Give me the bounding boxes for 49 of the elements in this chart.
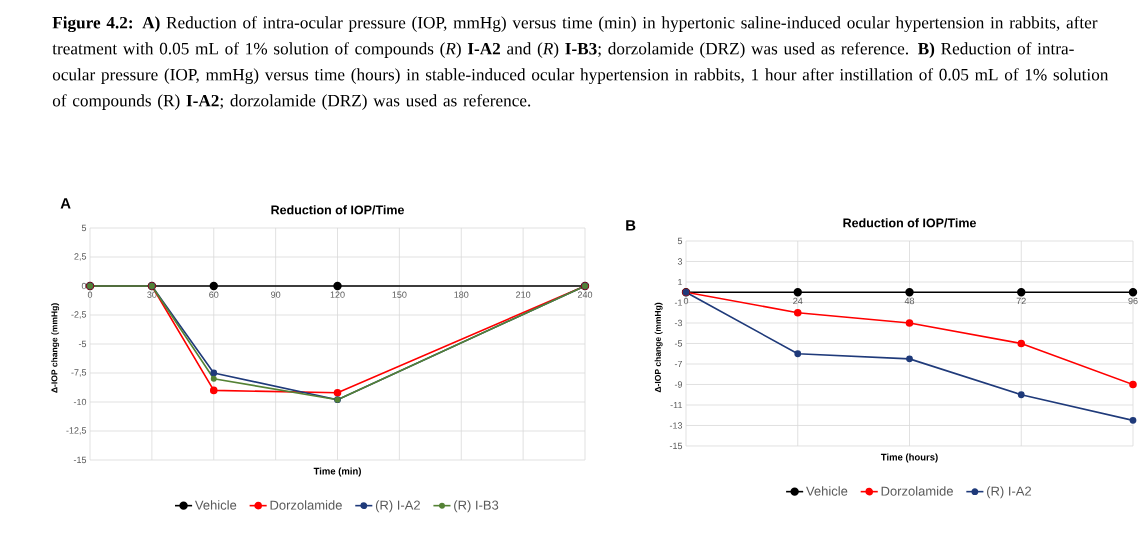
x-tick-label: 120 bbox=[330, 291, 345, 298]
x-tick-label: 48 bbox=[904, 297, 915, 305]
chart-title: Reduction of IOP/Time bbox=[271, 205, 404, 215]
y-axis-title: Δ-IOP change (mmHg) bbox=[51, 303, 60, 393]
legend-label: (R) I-B3 bbox=[454, 500, 499, 513]
x-tick-label: 210 bbox=[516, 291, 531, 298]
y-axis-title: Δ-IOP change (mmHg) bbox=[654, 302, 663, 393]
y-tick-label: -15 bbox=[669, 442, 683, 450]
y-tick-label: 2,5 bbox=[74, 253, 87, 261]
y-tick-label: -2,5 bbox=[71, 311, 87, 319]
x-tick-label: 90 bbox=[271, 291, 281, 298]
y-tick-label: 3 bbox=[677, 258, 683, 265]
legend-label: (R) I-A2 bbox=[987, 486, 1032, 499]
y-tick-label: -3 bbox=[674, 319, 683, 327]
y-tick-label: -9 bbox=[674, 381, 683, 388]
x-tick-label: 150 bbox=[392, 291, 407, 298]
legend-label: Dorzolamide bbox=[270, 500, 342, 510]
y-tick-label: -10 bbox=[73, 398, 87, 406]
y-tick-label: -11 bbox=[670, 401, 683, 409]
x-tick-label: 180 bbox=[454, 291, 469, 298]
y-tick-label: -7,5 bbox=[71, 369, 87, 377]
x-tick-label: 24 bbox=[793, 297, 803, 305]
legend-label: Vehicle bbox=[806, 486, 848, 496]
x-axis-title: Time (hours) bbox=[880, 453, 938, 463]
text: Figure 4.2: A) Reduction of intra-ocular pressure (IOP, mmHg) versus time (min) in hypertonic saline-induced ocular hypertension in rabbits, after treatment with 0.05 mL of 1% solution of compounds (R) I-A2 and (R) I-B3; dorzolamide (DRZ) was used as reference. B) Reduction of intra-ocular pressure (IOP, mmHg) versus time (hours) in stable-induced ocular hypertension in rabbits, 1 hour after instillation of 0.05 mL of 1% solution of compounds (R) I-A2; dorzolamide (DRZ) was used as reference. bbox=[52, 16, 1109, 110]
y-tick-label: -13 bbox=[669, 422, 683, 429]
x-tick-label: 96 bbox=[1128, 297, 1138, 305]
x-tick-label: 72 bbox=[1016, 297, 1026, 305]
y-tick-label: -5 bbox=[78, 340, 87, 348]
legend-label: (R) I-A2 bbox=[375, 500, 420, 513]
x-tick-label: 0 bbox=[683, 297, 689, 305]
text: B bbox=[626, 220, 636, 231]
y-tick-label: -15 bbox=[73, 456, 87, 464]
legend-label: Dorzolamide bbox=[881, 486, 953, 496]
y-tick-label: 0 bbox=[81, 282, 87, 290]
y-tick-label: -1 bbox=[674, 299, 683, 306]
y-tick-label: 5 bbox=[81, 224, 87, 232]
legend-label: Vehicle bbox=[194, 500, 237, 510]
x-axis-title: Time (min) bbox=[313, 467, 361, 477]
x-tick-label: 60 bbox=[209, 291, 219, 298]
y-tick-label: 5 bbox=[677, 237, 683, 245]
chart-title: Reduction of IOP/Time bbox=[843, 218, 976, 228]
y-tick-label: -5 bbox=[674, 340, 683, 347]
x-tick-label: 0 bbox=[87, 291, 93, 298]
y-tick-label: 1 bbox=[678, 278, 683, 286]
y-tick-label: -12,5 bbox=[66, 427, 87, 435]
y-tick-label: -7 bbox=[674, 360, 683, 368]
x-tick-label: 240 bbox=[577, 291, 593, 298]
text: A bbox=[60, 198, 71, 209]
